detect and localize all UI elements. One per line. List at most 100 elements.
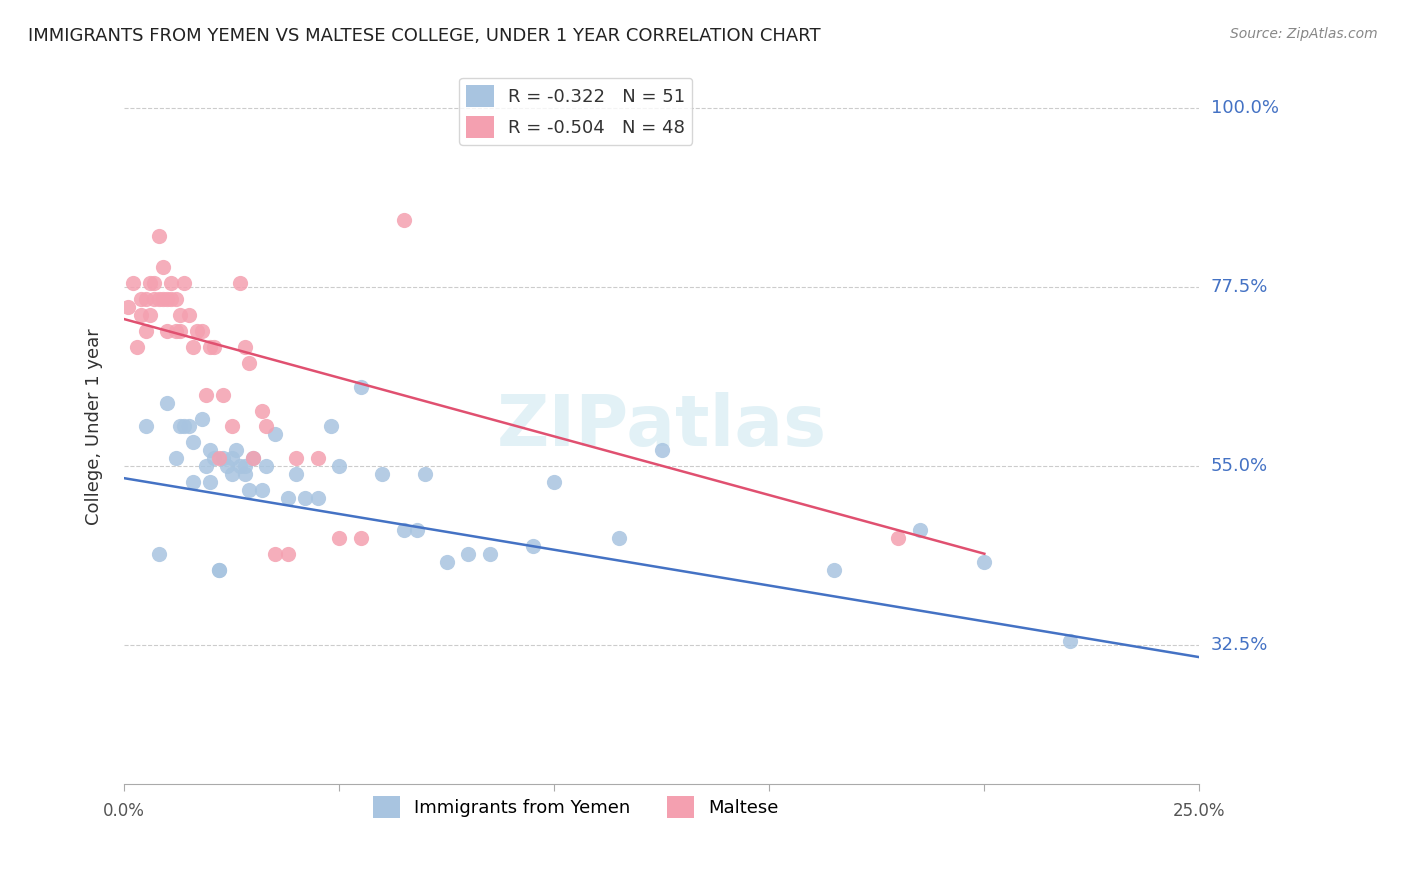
Point (152, 260, 174, 275)
Point (392, 212, 415, 227)
Point (285, 467, 308, 482)
Point (143, 292, 166, 306)
Point (156, 324, 179, 338)
Point (173, 277, 195, 291)
Point (156, 292, 179, 306)
Point (221, 451, 243, 466)
Text: 0.0%: 0.0% (103, 802, 145, 820)
Y-axis label: College, Under 1 year: College, Under 1 year (86, 328, 103, 524)
Text: 100.0%: 100.0% (1211, 99, 1278, 117)
Point (143, 277, 166, 291)
Point (254, 419, 277, 434)
Point (225, 443, 247, 458)
Point (177, 419, 200, 434)
Point (651, 443, 673, 458)
Point (152, 292, 174, 306)
Point (131, 292, 153, 306)
Point (135, 292, 157, 306)
Point (194, 459, 217, 474)
Point (135, 419, 157, 434)
Point (165, 292, 187, 306)
Point (204, 340, 226, 354)
Point (148, 547, 170, 561)
Point (392, 523, 415, 537)
Point (405, 523, 427, 537)
Point (350, 380, 373, 394)
Point (198, 340, 221, 354)
Point (177, 308, 200, 322)
Point (238, 483, 260, 497)
Text: 77.5%: 77.5% (1211, 278, 1268, 296)
Point (285, 451, 308, 466)
Point (294, 491, 316, 505)
Point (242, 451, 264, 466)
Point (478, 547, 501, 561)
Point (307, 451, 329, 466)
Text: 25.0%: 25.0% (1173, 802, 1226, 820)
Point (186, 324, 208, 338)
Point (371, 467, 394, 482)
Point (350, 531, 373, 545)
Point (117, 300, 139, 314)
Point (173, 419, 195, 434)
Point (250, 483, 273, 497)
Point (233, 340, 256, 354)
Point (121, 277, 143, 291)
Point (233, 467, 256, 482)
Point (148, 292, 170, 306)
Point (263, 427, 285, 442)
Text: Source: ZipAtlas.com: Source: ZipAtlas.com (1230, 27, 1378, 41)
Point (212, 387, 235, 401)
Text: ZIPatlas: ZIPatlas (496, 392, 827, 461)
Point (181, 340, 204, 354)
Point (887, 531, 910, 545)
Point (436, 555, 458, 569)
Point (413, 467, 436, 482)
Text: IMMIGRANTS FROM YEMEN VS MALTESE COLLEGE, UNDER 1 YEAR CORRELATION CHART: IMMIGRANTS FROM YEMEN VS MALTESE COLLEGE… (28, 27, 821, 45)
Point (169, 308, 191, 322)
Point (319, 419, 342, 434)
Point (254, 459, 277, 474)
Point (242, 451, 264, 466)
Point (208, 563, 231, 577)
Point (131, 308, 153, 322)
Point (181, 435, 204, 450)
Point (169, 324, 191, 338)
Point (212, 451, 235, 466)
Point (148, 228, 170, 243)
Point (277, 547, 299, 561)
Point (156, 395, 179, 409)
Point (198, 443, 221, 458)
Point (208, 451, 231, 466)
Point (190, 411, 212, 425)
Point (238, 356, 260, 370)
Point (263, 547, 285, 561)
Point (277, 491, 299, 505)
Point (973, 555, 995, 569)
Point (204, 451, 226, 466)
Point (250, 403, 273, 417)
Point (160, 277, 183, 291)
Point (607, 531, 630, 545)
Point (139, 277, 162, 291)
Point (1059, 634, 1081, 648)
Point (328, 459, 350, 474)
Point (135, 324, 157, 338)
Point (221, 467, 243, 482)
Point (522, 539, 544, 553)
Text: 55.0%: 55.0% (1211, 458, 1268, 475)
Point (165, 451, 187, 466)
Point (217, 459, 239, 474)
Point (160, 292, 183, 306)
Point (165, 324, 187, 338)
Legend: Immigrants from Yemen, Maltese: Immigrants from Yemen, Maltese (366, 789, 786, 825)
Point (307, 491, 329, 505)
Text: 32.5%: 32.5% (1211, 636, 1268, 654)
Point (543, 475, 565, 490)
Point (457, 547, 479, 561)
Point (208, 563, 231, 577)
Point (908, 523, 931, 537)
Point (229, 277, 252, 291)
Point (169, 419, 191, 434)
Point (125, 340, 148, 354)
